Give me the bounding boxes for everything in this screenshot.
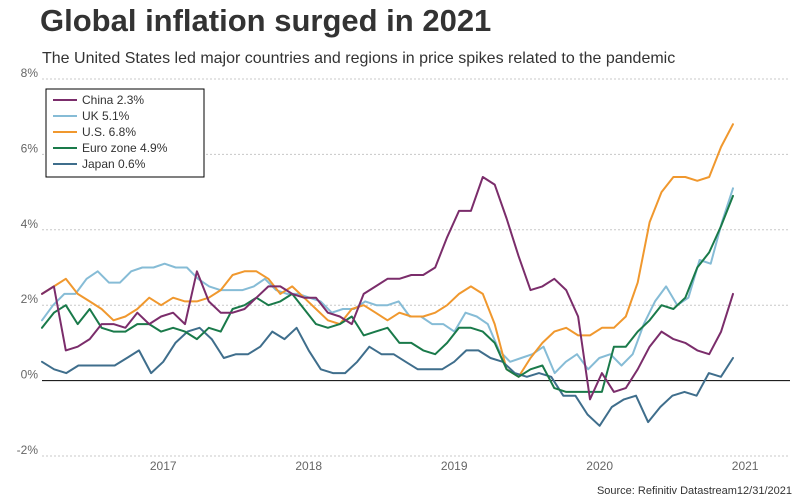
x-tick-label: 2017	[150, 459, 177, 473]
y-tick-label: -2%	[17, 443, 39, 457]
legend-label: Japan 0.6%	[82, 157, 146, 171]
x-tick-label: 2020	[586, 459, 613, 473]
y-tick-label: 4%	[21, 217, 39, 231]
y-tick-label: 6%	[21, 141, 39, 155]
y-tick-label: 2%	[21, 292, 39, 306]
chart-subtitle: The United States led major countries an…	[42, 50, 676, 67]
chart-title: Global inflation surged in 2021	[40, 3, 492, 38]
series-line-euro-zone	[41, 194, 734, 393]
x-tick-label: 2018	[295, 459, 322, 473]
series-line-u-s	[41, 123, 734, 378]
y-tick-label: 8%	[21, 66, 39, 80]
y-axis-ticks: -2% 0% 2% 4% 6% 8%	[17, 66, 39, 457]
legend-label: UK 5.1%	[82, 109, 130, 123]
series-line-uk	[41, 187, 734, 375]
x-tick-label: 2019	[441, 459, 468, 473]
legend-label: China 2.3%	[82, 93, 144, 107]
legend-label: Euro zone 4.9%	[82, 141, 168, 155]
series-line-china	[41, 176, 734, 401]
source-note: Source: Refinitiv Datastream12/31/2021	[596, 485, 792, 497]
legend: China 2.3% UK 5.1% U.S. 6.8% Euro zone 4.9%…	[45, 88, 205, 178]
legend-label: U.S. 6.8%	[82, 125, 136, 139]
series-line-japan	[41, 326, 734, 427]
series-lines	[41, 123, 734, 427]
x-axis-ticks: 2017 2018 2019 2020 2021	[150, 459, 759, 473]
y-tick-label: 0%	[21, 368, 39, 382]
x-tick-label: 2021	[732, 459, 759, 473]
